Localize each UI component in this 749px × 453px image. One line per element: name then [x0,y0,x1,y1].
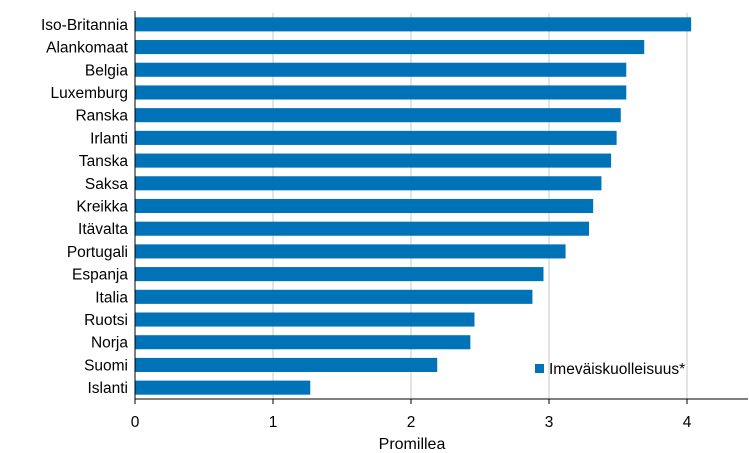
bars [135,17,692,395]
category-label: Luxemburg [50,85,128,102]
category-label: Alankomaat [46,40,129,57]
category-label: Kreikka [76,199,128,216]
x-tick-label: 0 [131,414,140,431]
tick-labels: 0 1 2 3 4 [131,414,692,431]
category-label: Saksa [85,176,128,193]
category-label: Islanti [88,380,129,397]
x-tick-label: 4 [683,414,692,431]
category-label: Ruotsi [84,312,128,329]
bar-kreikka [135,198,594,214]
bar-alankomaat [135,40,645,55]
category-label: Portugali [67,244,128,261]
x-tick-label: 2 [407,414,416,431]
legend-swatch [535,364,544,373]
x-axis-title: Promillea [379,436,446,453]
bar-ranska [135,108,621,123]
category-label: Espanja [72,267,128,284]
bar-portugali [135,244,566,259]
category-labels: Iso-Britannia Alankomaat Belgia Luxemburg Ra… [41,17,129,397]
bar-suomi [135,357,438,372]
bar-belgia [135,62,627,77]
bar-itävalta [135,221,590,236]
bar-saksa [135,176,602,191]
category-label: Suomi [84,357,128,374]
bar-norja [135,335,471,350]
legend-label: Imeväiskuolleisuus* [549,361,685,378]
category-label: Iso-Britannia [41,17,128,34]
bar-espanja [135,267,544,282]
category-label: Italia [95,289,128,306]
bar-islanti [135,380,311,395]
bar-italia [135,289,533,304]
category-label: Irlanti [90,130,128,147]
bar-iso-britannia [135,17,692,32]
category-label: Tanska [79,153,128,170]
bar-luxemburg [135,85,627,100]
axes [134,11,748,404]
x-tick-label: 1 [269,414,278,431]
bar-ruotsi [135,312,475,327]
category-label: Ranska [75,108,128,125]
bar-irlanti [135,130,617,145]
x-tick-label: 3 [545,414,554,431]
category-label: Norja [91,335,128,352]
category-label: Belgia [85,62,128,79]
legend: Imeväiskuolleisuus* [535,361,685,378]
bar-tanska [135,153,612,168]
category-label: Itävalta [78,221,128,238]
